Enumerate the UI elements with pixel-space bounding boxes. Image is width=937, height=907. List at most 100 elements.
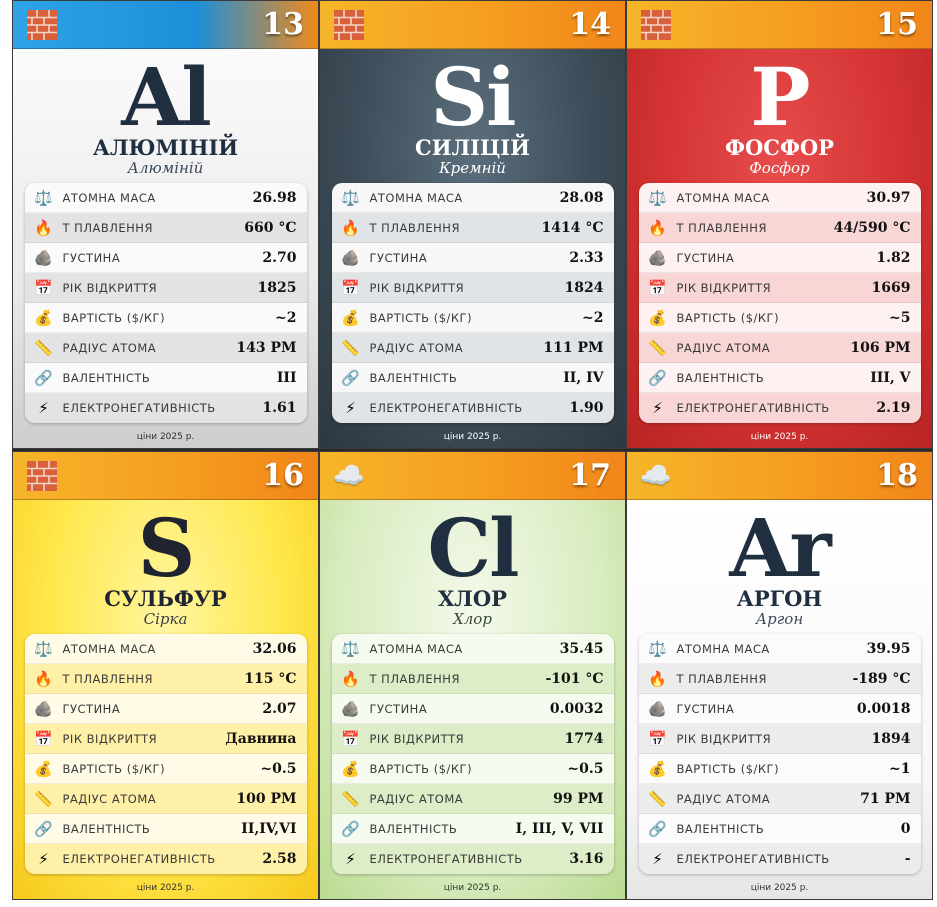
prop-row-valence: 🔗 ВАЛЕНТНІСТЬ II, IV <box>331 363 614 393</box>
prop-value: 2.33 <box>569 249 604 266</box>
prop-value: 3.16 <box>569 851 604 867</box>
lightning-icon: ⚡ <box>345 850 356 868</box>
fire-icon: 🔥 <box>34 218 53 237</box>
card-header: 14 <box>320 1 625 49</box>
scales-icon: ⚖️ <box>34 188 53 207</box>
prop-row-mass: ⚖️ АТОМНА МАСА 30.97 <box>638 183 921 213</box>
prop-row-valence: 🔗 ВАЛЕНТНІСТЬ I, III, V, VII <box>331 814 614 844</box>
prop-value: ~2 <box>582 309 604 326</box>
prop-row-valence: 🔗 ВАЛЕНТНІСТЬ 0 <box>638 814 921 844</box>
element-name: АЛЮМІНІЙ <box>92 135 239 160</box>
money-bag-icon: 💰 <box>648 759 667 778</box>
prop-row-year: 📅 РІК ВІДКРИТТЯ Давнина <box>24 724 307 754</box>
prop-label: Т ПЛАВЛЕННЯ <box>676 671 767 686</box>
properties-table: ⚖️ АТОМНА МАСА 30.97 🔥 Т ПЛАВЛЕННЯ 44/590 °C… <box>638 183 921 423</box>
atomic-number: 15 <box>876 7 918 42</box>
money-bag-icon: 💰 <box>341 759 360 778</box>
prop-label: РАДІУС АТОМА <box>62 340 157 355</box>
scales-icon: ⚖️ <box>648 639 667 658</box>
fire-icon: 🔥 <box>341 669 360 688</box>
link-icon: 🔗 <box>648 368 667 387</box>
fire-icon: 🔥 <box>648 669 667 688</box>
prop-value: II, IV <box>563 369 604 386</box>
prop-value: ~0.5 <box>567 760 604 777</box>
prop-label: ВАРТІСТЬ ($/КГ) <box>369 761 473 776</box>
price-footnote: ціни 2025 р. <box>136 432 195 442</box>
prop-label: Т ПЛАВЛЕННЯ <box>62 671 153 686</box>
prop-row-density: 🪨 ГУСТИНА 2.07 <box>24 694 307 724</box>
element-name: ХЛОР <box>438 586 507 611</box>
prop-row-valence: 🔗 ВАЛЕНТНІСТЬ III, V <box>638 363 921 393</box>
prop-label: АТОМНА МАСА <box>369 641 463 656</box>
prop-row-mass: ⚖️ АТОМНА МАСА 39.95 <box>638 634 921 664</box>
rock-icon: 🪨 <box>341 699 360 718</box>
prop-value: III, V <box>870 369 911 386</box>
money-bag-icon: 💰 <box>648 308 667 327</box>
prop-label: ГУСТИНА <box>369 701 428 716</box>
prop-value: 0.0018 <box>856 700 911 717</box>
prop-value: 39.95 <box>866 640 911 657</box>
prop-label: ГУСТИНА <box>676 250 735 265</box>
lightning-icon: ⚡ <box>652 399 663 417</box>
element-name: СИЛІЦІЙ <box>415 135 530 160</box>
element-card-ar: ☁️ 18 Ar АРГОН Аргон ⚖️ АТОМНА МАСА 39.95 … <box>626 451 933 900</box>
prop-value: 1894 <box>871 730 911 747</box>
prop-label: АТОМНА МАСА <box>369 190 463 205</box>
link-icon: 🔗 <box>341 368 360 387</box>
properties-table: ⚖️ АТОМНА МАСА 35.45 🔥 Т ПЛАВЛЕННЯ -101 °C 🪨… <box>331 634 614 874</box>
prop-value: 99 PM <box>553 790 604 807</box>
prop-label: ВАРТІСТЬ ($/КГ) <box>62 310 166 325</box>
prop-label: Т ПЛАВЛЕННЯ <box>62 220 153 235</box>
prop-row-density: 🪨 ГУСТИНА 2.33 <box>331 243 614 273</box>
lightning-icon: ⚡ <box>652 850 663 868</box>
cloud-icon: ☁️ <box>639 460 673 491</box>
prop-value: 2.58 <box>262 851 297 867</box>
prop-label: ЕЛЕКТРОНЕГАТИВНІСТЬ <box>369 852 523 866</box>
element-symbol: Al <box>121 50 211 144</box>
prop-label: ЕЛЕКТРОНЕГАТИВНІСТЬ <box>62 401 216 415</box>
prop-value: 1669 <box>871 279 911 296</box>
prop-row-cost: 💰 ВАРТІСТЬ ($/КГ) ~5 <box>638 303 921 333</box>
prop-row-melt: 🔥 Т ПЛАВЛЕННЯ -189 °C <box>638 664 921 694</box>
element-card-p: 15 P ФОСФОР Фосфор ⚖️ АТОМНА МАСА 30.97 🔥 Т… <box>626 0 933 449</box>
prop-row-electroneg: ⚡ ЕЛЕКТРОНЕГАТИВНІСТЬ 2.19 <box>638 393 921 423</box>
prop-label: ВАРТІСТЬ ($/КГ) <box>62 761 166 776</box>
prop-label: ГУСТИНА <box>676 701 735 716</box>
ruler-icon: 📏 <box>34 789 53 808</box>
prop-label: РІК ВІДКРИТТЯ <box>369 731 465 746</box>
prop-row-density: 🪨 ГУСТИНА 0.0032 <box>331 694 614 724</box>
rock-icon: 🪨 <box>648 248 667 267</box>
prop-value: ~2 <box>275 309 297 326</box>
prop-value: 28.08 <box>559 189 604 206</box>
fire-icon: 🔥 <box>34 669 53 688</box>
calendar-icon: 📅 <box>341 729 360 748</box>
prop-label: АТОМНА МАСА <box>676 641 770 656</box>
element-alt-name: Хлор <box>453 610 492 628</box>
prop-row-year: 📅 РІК ВІДКРИТТЯ 1824 <box>331 273 614 303</box>
ruler-icon: 📏 <box>648 338 667 357</box>
prop-value: ~1 <box>889 760 911 777</box>
prop-value: 100 PM <box>236 790 297 807</box>
prop-label: ГУСТИНА <box>62 250 121 265</box>
brick-icon <box>639 8 673 42</box>
element-card-s: 16 S СУЛЬФУР Сірка ⚖️ АТОМНА МАСА 32.06 🔥 Т… <box>12 451 319 900</box>
element-name: АРГОН <box>736 586 823 611</box>
prop-row-radius: 📏 РАДІУС АТОМА 71 PM <box>638 784 921 814</box>
card-header: 15 <box>627 1 932 49</box>
prop-label: ЕЛЕКТРОНЕГАТИВНІСТЬ <box>676 401 830 415</box>
calendar-icon: 📅 <box>34 278 53 297</box>
prop-value: ~5 <box>889 309 911 326</box>
card-header: ☁️ 18 <box>627 452 932 500</box>
scales-icon: ⚖️ <box>341 188 360 207</box>
prop-label: ЕЛЕКТРОНЕГАТИВНІСТЬ <box>676 852 830 866</box>
fire-icon: 🔥 <box>341 218 360 237</box>
prop-value: 1824 <box>564 279 604 296</box>
prop-label: ВАЛЕНТНІСТЬ <box>676 821 765 836</box>
prop-row-electroneg: ⚡ ЕЛЕКТРОНЕГАТИВНІСТЬ 1.61 <box>24 393 307 423</box>
prop-row-radius: 📏 РАДІУС АТОМА 111 PM <box>331 333 614 363</box>
prop-value: 1.82 <box>876 249 911 266</box>
element-cards-grid: 13 Al АЛЮМІНІЙ Алюміній ⚖️ АТОМНА МАСА 26.… <box>12 0 933 900</box>
prop-label: Т ПЛАВЛЕННЯ <box>369 671 460 686</box>
price-footnote: ціни 2025 р. <box>750 432 809 442</box>
prop-value: 44/590 °C <box>833 219 911 236</box>
